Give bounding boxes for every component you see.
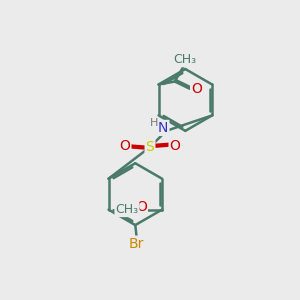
Text: H: H bbox=[150, 118, 158, 128]
Text: O: O bbox=[169, 139, 181, 153]
Text: O: O bbox=[191, 82, 202, 96]
Text: Br: Br bbox=[129, 237, 144, 250]
Text: O: O bbox=[119, 139, 130, 153]
Text: S: S bbox=[146, 140, 154, 154]
Text: CH₃: CH₃ bbox=[116, 203, 139, 216]
Text: CH₃: CH₃ bbox=[173, 53, 196, 66]
Text: N: N bbox=[158, 121, 168, 135]
Text: O: O bbox=[136, 200, 147, 214]
